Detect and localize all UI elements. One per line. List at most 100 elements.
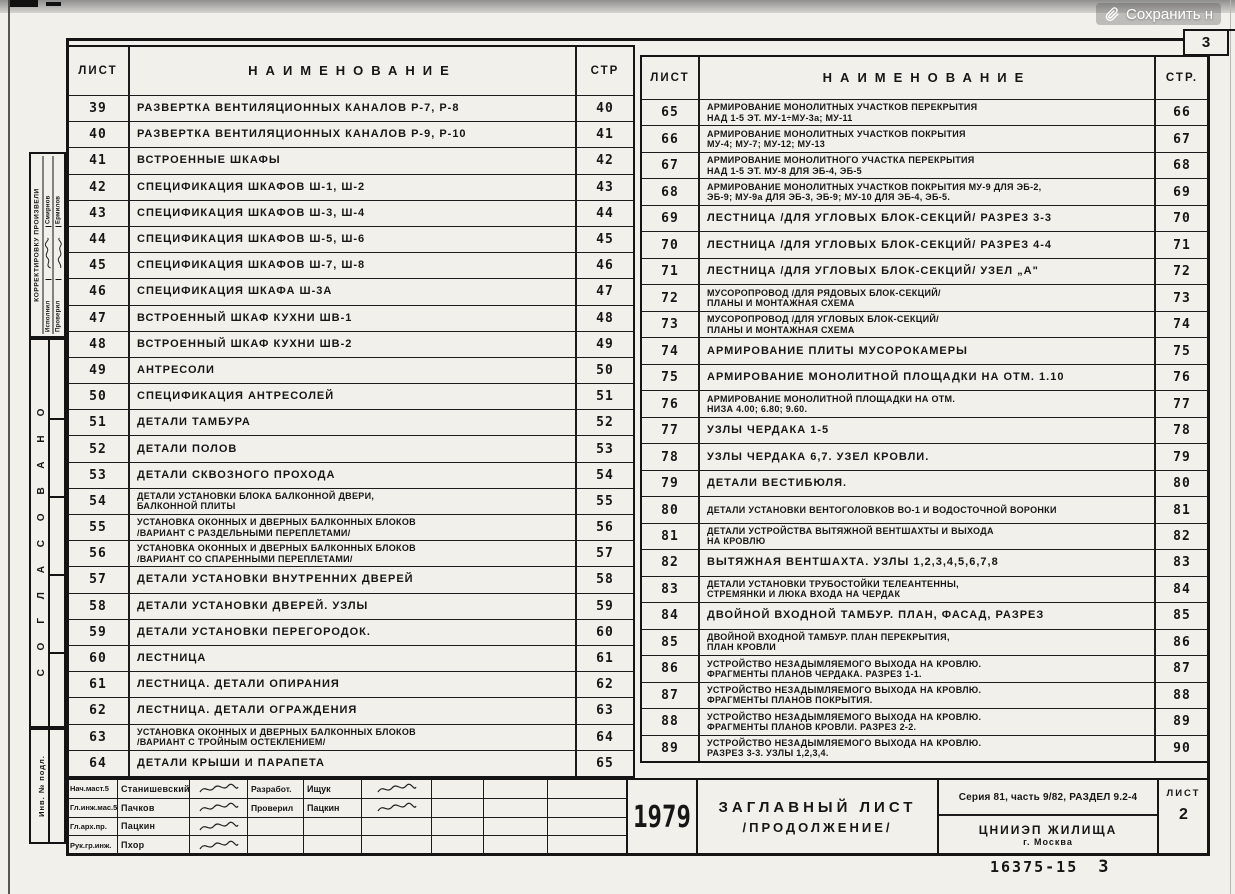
table-row: 68 АРМИРОВАНИЕ МОНОЛИТНЫХ УЧАСТКОВ ПОКРЫТ… (642, 179, 1208, 206)
page-number-cell: 70 (1173, 211, 1191, 227)
drawing-title-cell: АРМИРОВАНИЕ МОНОЛИТНЫХ УЧАСТКОВ ПОКРЫТИЯ… (700, 179, 1156, 205)
page-number-cell: 46 (596, 258, 614, 274)
signer-signature (190, 798, 248, 817)
sheet-number-cell: 73 (642, 311, 700, 338)
sheet-title-line2: /ПРОДОЛЖЕНИЕ/ (742, 820, 893, 835)
series-block: Серия 81, часть 9/82, РАЗДЕЛ 9.2-4 ЦНИИЭ… (939, 780, 1159, 854)
drawing-title-cell: УСТРОЙСТВО НЕЗАДЫМЛЯЕМОГО ВЫХОДА НА КРОВ… (700, 735, 1156, 762)
page-number-cell: 59 (596, 598, 614, 614)
drawing-title-cell: УСТРОЙСТВО НЕЗАДЫМЛЯЕМОГО ВЫХОДА НА КРОВ… (700, 709, 1156, 735)
table-row: 45 СПЕЦИФИКАЦИЯ ШКАФОВ Ш-7, Ш-8 46 (68, 253, 633, 280)
page-number-cell: 41 (596, 127, 614, 143)
drawing-title-cell: ДЕТАЛИ СКВОЗНОГО ПРОХОДА (130, 462, 577, 488)
page-number-cell: 53 (596, 441, 614, 457)
table-row: 85 ДВОЙНОЙ ВХОДНОЙ ТАМБУР. ПЛАН ПЕРЕКРЫТИ… (642, 629, 1208, 657)
sheet-number-cell: 44 (68, 226, 130, 253)
page-number-cell: 56 (596, 520, 614, 536)
sheet-number-cell: 80 (642, 497, 700, 523)
empty-cell (484, 780, 548, 798)
sheet-number-cell: 75 (642, 364, 700, 391)
sheet-number-cell: 66 (642, 126, 700, 152)
page-number-cell: 81 (1173, 502, 1191, 518)
developer-signature (362, 817, 432, 836)
sheet-number-cell: 67 (642, 152, 700, 179)
sheet-number-cell: 61 (68, 672, 130, 698)
signature-row: Гл.арх.пр. Пацкин (68, 817, 626, 837)
empty-cell (484, 798, 548, 817)
scan-artifact (10, 0, 38, 7)
developer-role: Проверил (248, 798, 304, 817)
page-number-cell: 63 (596, 703, 614, 719)
drawing-title-cell: УЗЛЫ ЧЕРДАКА 1-5 (700, 417, 1156, 444)
table-row: 46 СПЕЦИФИКАЦИЯ ШКАФА Ш-3А 47 (68, 279, 633, 306)
scan-edge-line-right (1230, 0, 1231, 894)
drawing-title-cell: ВСТРОЕННЫЙ ШКАФ КУХНИ ШВ-2 (130, 331, 577, 357)
table-row: 42 СПЕЦИФИКАЦИЯ ШКАФОВ Ш-1, Ш-2 43 (68, 174, 633, 201)
page-number-cell: 74 (1173, 317, 1191, 333)
sheet-number-cell: 86 (642, 656, 700, 682)
drawing-title-cell: ДЕТАЛИ ВЕСТИБЮЛЯ. (700, 470, 1156, 497)
sheet-number-block: ЛИСТ 2 (1159, 780, 1208, 854)
sheet-number-cell: 69 (642, 205, 700, 232)
save-button[interactable]: Сохранить н (1096, 3, 1221, 25)
page-number-cell: 52 (596, 415, 614, 431)
scan-artifact (46, 2, 61, 6)
table-row: 69 ЛЕСТНИЦА /ДЛЯ УГЛОВЫХ БЛОК-СЕКЦИЙ/ РАЗ… (642, 205, 1208, 233)
page-number-cell: 48 (596, 310, 614, 326)
table-row: 60 ЛЕСТНИЦА 61 (68, 645, 633, 673)
header-page: СТР. (1165, 72, 1199, 84)
inventory-label: Инв. № подл. (36, 755, 46, 817)
signature-row: Нач.маст.5 Станишевский Разработ. Ищук (68, 780, 626, 799)
sheet-number-cell: 63 (68, 724, 130, 750)
page-number-cell: 43 (596, 179, 614, 195)
table-row: 63 УСТАНОВКА ОКОННЫХ И ДВЕРНЫХ БАЛКОННЫХ … (68, 724, 633, 751)
drawing-title-cell: УСТАНОВКА ОКОННЫХ И ДВЕРНЫХ БАЛКОННЫХ БЛ… (130, 724, 577, 750)
page-number-cell: 72 (1173, 264, 1191, 280)
developer-role (248, 836, 304, 854)
drawing-title-cell: РАЗВЕРТКА ВЕНТИЛЯЦИОННЫХ КАНАЛОВ Р-9, Р-… (130, 122, 577, 148)
table-row: 80 ДЕТАЛИ УСТАНОВКИ ВЕНТОГОЛОВКОВ ВО-1 И … (642, 497, 1208, 524)
page-number-cell: 86 (1173, 634, 1191, 650)
empty-cell (432, 836, 484, 854)
table-row: 44 СПЕЦИФИКАЦИЯ ШКАФОВ Ш-5, Ш-6 45 (68, 226, 633, 254)
page-number-cell: 79 (1173, 449, 1191, 465)
empty-cell (484, 817, 548, 836)
table-row: 59 ДЕТАЛИ УСТАНОВКИ ПЕРЕГОРОДОК. 60 (68, 619, 633, 646)
drawing-title-cell: ДЕТАЛИ УСТАНОВКИ ВНУТРЕННИХ ДВЕРЕЙ (130, 567, 577, 593)
sheet-number-cell: 39 (68, 96, 130, 122)
page-number-cell: 51 (596, 389, 614, 405)
table-row: 41 ВСТРОЕННЫЕ ШКАФЫ 42 (68, 148, 633, 175)
title-block: Нач.маст.5 Станишевский Разработ. Ищук Гл.ин… (66, 778, 1210, 856)
page-number-cell: 78 (1173, 423, 1191, 439)
signature-icon (376, 784, 417, 793)
empty-cell (548, 836, 626, 854)
developer-signature (362, 836, 432, 854)
drawing-title-cell: ДЕТАЛИ ПОЛОВ (130, 436, 577, 462)
drawing-title-cell: СПЕЦИФИКАЦИЯ ШКАФОВ Ш-5, Ш-6 (130, 226, 577, 253)
drawing-title-cell: СПЕЦИФИКАЦИЯ ШКАФОВ Ш-7, Ш-8 (130, 253, 577, 279)
page-number-cell: 49 (596, 336, 614, 352)
drawing-title-cell: ВСТРОЕННЫЕ ШКАФЫ (130, 148, 577, 174)
drawing-title-cell: РАЗВЕРТКА ВЕНТИЛЯЦИОННЫХ КАНАЛОВ Р-7, Р-… (130, 96, 577, 122)
header-name: НАИМЕНОВАНИЕ (130, 47, 577, 95)
sheet-number-cell: 76 (642, 391, 700, 417)
scan-top-band (0, 0, 1235, 13)
table-row: 64 ДЕТАЛИ КРЫШИ И ПАРАПЕТА 65 (68, 750, 633, 776)
page-number-cell: 85 (1173, 608, 1191, 624)
page-number-cell: 62 (596, 677, 614, 693)
sheet-number-cell: 51 (68, 410, 130, 436)
table-row: 58 ДЕТАЛИ УСТАНОВКИ ДВЕРЕЙ. УЗЛЫ 59 (68, 593, 633, 620)
sheet-number-cell: 78 (642, 444, 700, 470)
checked-label: Проверил (55, 279, 62, 334)
developer-role (248, 817, 304, 836)
table-row: 47 ВСТРОЕННЫЙ ШКАФ КУХНИ ШВ-1 48 (68, 305, 633, 332)
table-row: 75 АРМИРОВАНИЕ МОНОЛИТНОЙ ПЛОЩАДКИ НА ОТМ… (642, 364, 1208, 392)
sheet-number-cell: 85 (642, 629, 700, 656)
sheet-number-cell: 84 (642, 603, 700, 629)
page-number-cell: 57 (596, 546, 614, 562)
drawing-title-cell: УСТАНОВКА ОКОННЫХ И ДВЕРНЫХ БАЛКОННЫХ БЛ… (130, 541, 577, 567)
sheet-title: ЗАГЛАВНЫЙ ЛИСТ /ПРОДОЛЖЕНИЕ/ (698, 780, 939, 854)
drawing-title-cell: СПЕЦИФИКАЦИЯ ШКАФОВ Ш-1, Ш-2 (130, 174, 577, 200)
year: 1979 (633, 799, 691, 835)
